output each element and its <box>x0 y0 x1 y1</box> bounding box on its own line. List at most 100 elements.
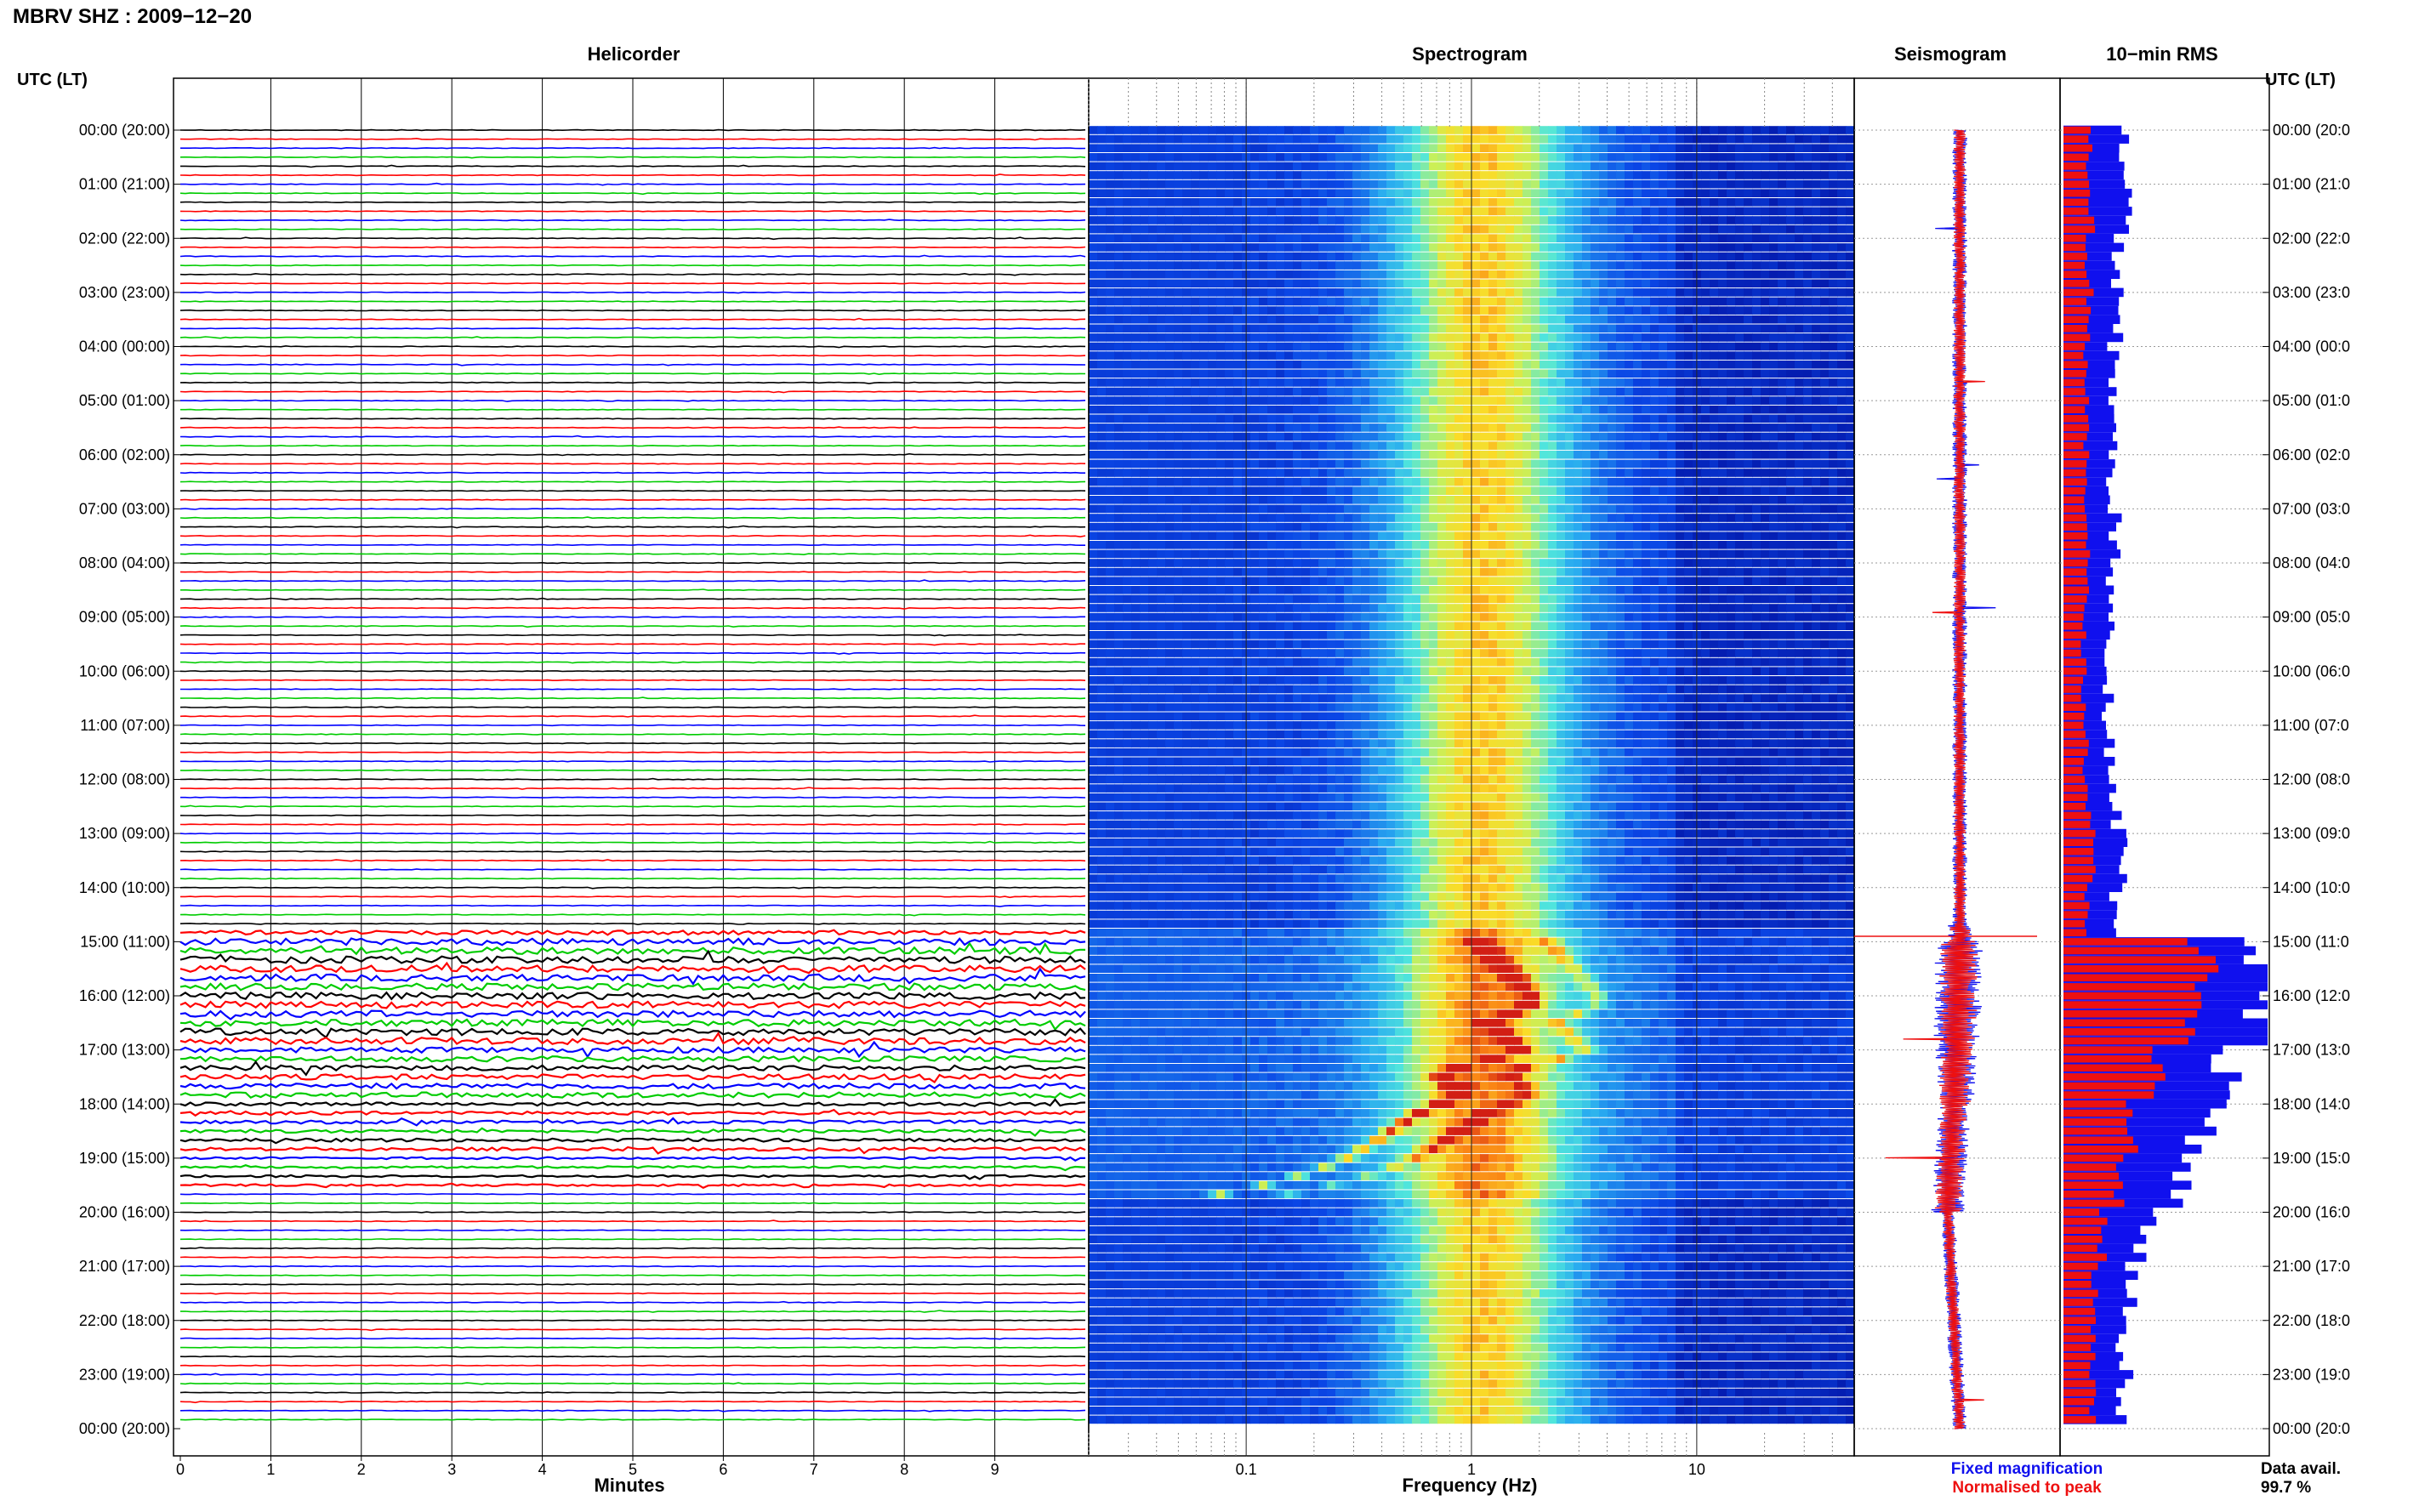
spectrogram-cell <box>1225 441 1234 450</box>
spectrogram-cell <box>1114 126 1124 134</box>
spectrogram-cell <box>1710 459 1719 469</box>
spectrogram-cell <box>1403 153 1413 162</box>
spectrogram-cell <box>1106 243 1115 252</box>
spectrogram-cell <box>1514 351 1523 360</box>
spectrogram-cell <box>1761 496 1770 504</box>
spectrogram-cell <box>1454 342 1464 351</box>
spectrogram-cell <box>1429 378 1438 387</box>
spectrogram-cell <box>1659 243 1668 252</box>
spectrogram-cell <box>1497 559 1506 567</box>
spectrogram-cell <box>1208 594 1217 604</box>
spectrogram-cell <box>1488 441 1498 450</box>
spectrogram-cell <box>1557 567 1566 577</box>
spectrogram-cell <box>1429 297 1438 306</box>
spectrogram-cell <box>1718 522 1727 531</box>
spectrogram-cell <box>1557 198 1566 207</box>
spectrogram-cell <box>1633 179 1642 189</box>
spectrogram-cell <box>1361 261 1370 270</box>
spectrogram-cell <box>1574 225 1583 234</box>
spectrogram-cell <box>1505 225 1515 234</box>
spectrogram-cell <box>1488 514 1498 522</box>
spectrogram-cell <box>1795 189 1804 197</box>
spectrogram-cell <box>1718 559 1727 567</box>
spectrogram-cell <box>1131 450 1141 459</box>
spectrogram-cell <box>1659 549 1668 559</box>
spectrogram-cell <box>1386 369 1396 378</box>
spectrogram-cell <box>1829 270 1838 279</box>
spectrogram-cell <box>1352 396 1362 405</box>
spectrogram-cell <box>1199 414 1209 423</box>
spectrogram-cell <box>1505 198 1515 207</box>
spectrogram-cell <box>1667 531 1676 540</box>
spectrogram-cell <box>1301 577 1311 585</box>
spectrogram-cell <box>1659 360 1668 369</box>
spectrogram-cell <box>1684 126 1693 134</box>
spectrogram-cell <box>1786 270 1796 279</box>
spectrogram-cell <box>1225 243 1234 252</box>
spectrogram-cell <box>1403 604 1413 612</box>
spectrogram-cell <box>1744 486 1753 495</box>
spectrogram-cell <box>1318 477 1328 486</box>
spectrogram-cell <box>1616 414 1625 423</box>
spectrogram-cell <box>1735 279 1745 288</box>
spectrogram-cell <box>1540 243 1549 252</box>
spectrogram-cell <box>1625 134 1634 144</box>
spectrogram-cell <box>1191 179 1200 189</box>
spectrogram-cell <box>1642 360 1651 369</box>
spectrogram-cell <box>1267 315 1277 324</box>
spectrogram-cell <box>1582 351 1591 360</box>
spectrogram-cell <box>1403 441 1413 450</box>
spectrogram-cell <box>1165 387 1175 396</box>
spectrogram-cell <box>1548 216 1557 225</box>
spectrogram-cell <box>1769 179 1779 189</box>
helicorder-trace <box>179 418 1085 420</box>
spectrogram-cell <box>1386 179 1396 189</box>
spectrogram-cell <box>1352 134 1362 144</box>
spectrogram-cell <box>1505 531 1515 540</box>
spectrogram-cell <box>1591 153 1600 162</box>
spectrogram-cell <box>1114 144 1124 152</box>
spectrogram-cell <box>1327 144 1336 152</box>
spectrogram-cell <box>1829 549 1838 559</box>
spectrogram-cell <box>1437 162 1447 171</box>
spectrogram-cell <box>1318 333 1328 342</box>
spectrogram-cell <box>1829 252 1838 261</box>
spectrogram-cell <box>1480 405 1489 414</box>
rms-title: 10−min RMS <box>2106 43 2217 65</box>
spectrogram-cell <box>1259 270 1268 279</box>
spectrogram-cell <box>1795 541 1804 549</box>
spectrogram-cell <box>1505 189 1515 197</box>
spectrogram-cell <box>1233 604 1243 612</box>
spectrogram-cell <box>1182 378 1192 387</box>
spectrogram-cell <box>1471 279 1481 288</box>
spectrogram-cell <box>1463 216 1472 225</box>
spectrogram-cell <box>1293 423 1302 432</box>
spectrogram-cell <box>1650 360 1659 369</box>
spectrogram-cell <box>1225 577 1234 585</box>
spectrogram-cell <box>1744 144 1753 152</box>
spectrogram-cell <box>1335 469 1345 477</box>
spectrogram-cell <box>1803 279 1813 288</box>
spectrogram-cell <box>1165 496 1175 504</box>
spectrogram-cell <box>1208 288 1217 297</box>
spectrogram-cell <box>1157 414 1166 423</box>
spectrogram-cell <box>1412 459 1421 469</box>
spectrogram-cell <box>1310 288 1319 297</box>
spectrogram-cell <box>1208 179 1217 189</box>
spectrogram-cell <box>1803 459 1813 469</box>
spectrogram-cell <box>1267 360 1277 369</box>
spectrogram-cell <box>1812 432 1821 441</box>
spectrogram-cell <box>1786 441 1796 450</box>
spectrogram-cell <box>1727 189 1736 197</box>
spectrogram-cell <box>1174 252 1183 261</box>
helicorder-trace <box>179 643 1086 646</box>
spectrogram-cell <box>1599 333 1608 342</box>
spectrogram-cell <box>1250 432 1260 441</box>
helicorder-trace <box>179 724 1086 727</box>
spectrogram-cell <box>1454 387 1464 396</box>
spectrogram-cell <box>1778 126 1787 134</box>
spectrogram-cell <box>1335 486 1345 495</box>
spectrogram-cell <box>1752 144 1762 152</box>
spectrogram-cell <box>1727 126 1736 134</box>
spectrogram-cell <box>1820 270 1830 279</box>
